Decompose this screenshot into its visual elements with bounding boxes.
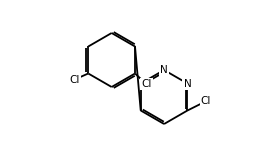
Text: Cl: Cl [201, 96, 211, 106]
Text: N: N [184, 78, 191, 89]
Text: Cl: Cl [69, 75, 80, 85]
Text: N: N [160, 65, 168, 75]
Text: Cl: Cl [142, 79, 152, 89]
